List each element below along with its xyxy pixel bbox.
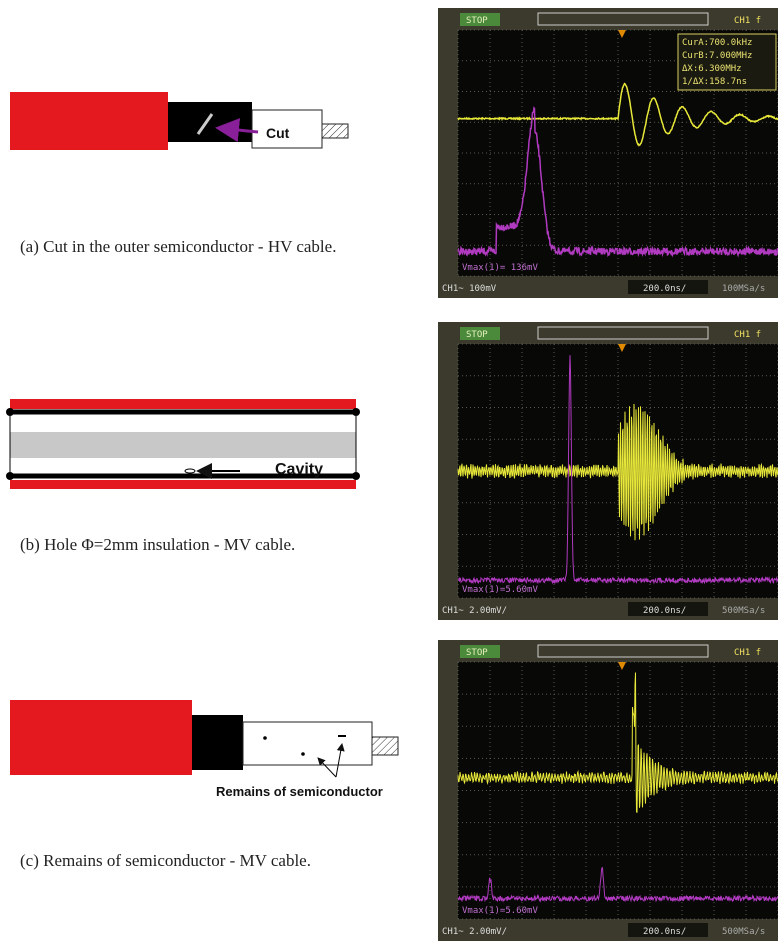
- figure-canvas: Cut (a) Cut in the outer semiconductor -…: [0, 0, 778, 941]
- timebase: 200.0ns/: [643, 927, 686, 937]
- status: STOP: [466, 16, 488, 26]
- oscilloscope-screen: STOP CH1 f Vmax(1)=5.60mV CH1~ 2.00mV/200.0…: [438, 322, 778, 620]
- cable-diagram-c: Remains of semiconductor: [10, 700, 398, 799]
- cursor-readout: 1/ΔX:158.7ns: [682, 77, 747, 87]
- status: STOP: [466, 648, 488, 658]
- oscilloscope-screen: STOP CH1 f CurA:700.0kHz CurB:7.000MHz ΔX:6.…: [438, 8, 778, 298]
- scale: CH1~ 2.00mV/: [442, 927, 507, 937]
- caption: (b) Hole Φ=2mm insulation - MV cable.: [20, 535, 295, 554]
- channel: CH1 f: [734, 648, 761, 658]
- measurement: Vmax(1)=5.60mV: [462, 906, 538, 916]
- timebase: 200.0ns/: [643, 284, 686, 294]
- cable-label: Cavity: [275, 461, 323, 478]
- scale: CH1~ 100mV: [442, 284, 497, 294]
- caption: (c) Remains of semiconductor - MV cable.: [20, 851, 311, 870]
- cursor-readout: CurB:7.000MHz: [682, 51, 752, 61]
- scale: CH1~ 2.00mV/: [442, 606, 507, 616]
- channel: CH1 f: [734, 16, 761, 26]
- sample-rate: 100MSa/s: [722, 284, 765, 294]
- cable-label: Remains of semiconductor: [216, 784, 383, 799]
- cable-label: Cut: [266, 125, 290, 141]
- caption: (a) Cut in the outer semiconductor - HV …: [20, 237, 336, 256]
- measurement: Vmax(1)= 136mV: [462, 263, 538, 273]
- timebase: 200.0ns/: [643, 606, 686, 616]
- sample-rate: 500MSa/s: [722, 927, 765, 937]
- sample-rate: 500MSa/s: [722, 606, 765, 616]
- measurement: Vmax(1)=5.60mV: [462, 585, 538, 595]
- status: STOP: [466, 330, 488, 340]
- figure: Cut (a) Cut in the outer semiconductor -…: [0, 0, 778, 941]
- oscilloscope-screen: STOP CH1 f Vmax(1)=5.60mV CH1~ 2.00mV/200.0…: [438, 640, 778, 941]
- cable-diagram-a: Cut: [10, 92, 348, 150]
- cursor-readout: ΔX:6.300MHz: [682, 64, 742, 74]
- cable-diagram-b: Cavity: [6, 399, 360, 489]
- cursor-readout: CurA:700.0kHz: [682, 38, 752, 48]
- channel: CH1 f: [734, 330, 761, 340]
